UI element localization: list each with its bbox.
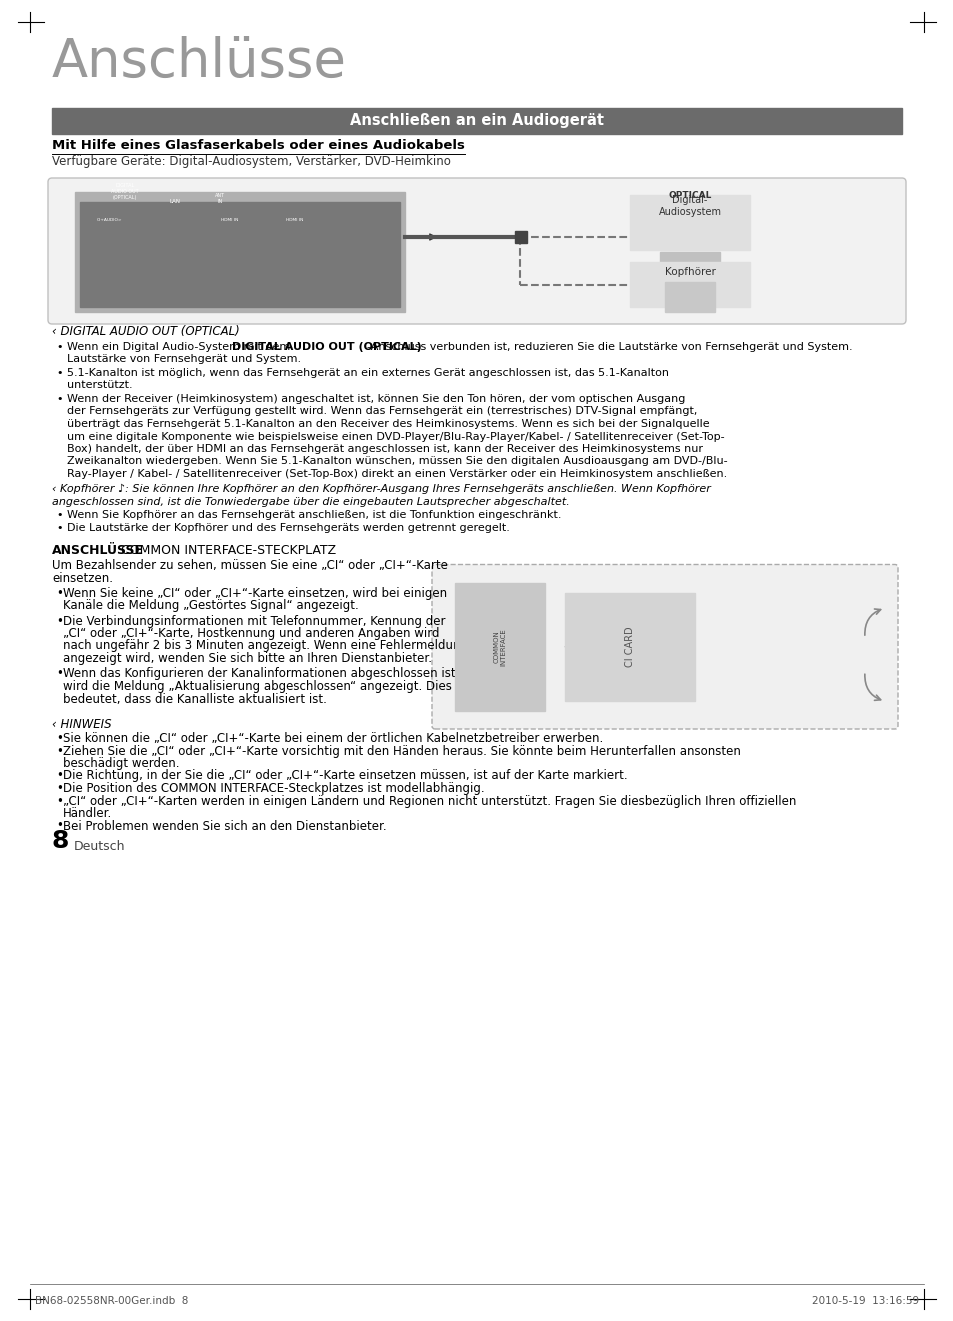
Text: -Anschluss verbunden ist, reduzieren Sie die Lautstärke von Fernsehgerät und Sys: -Anschluss verbunden ist, reduzieren Sie… [367, 342, 852, 351]
Text: DIGITAL
AUDIO OUT
(OPTICAL): DIGITAL AUDIO OUT (OPTICAL) [112, 184, 139, 199]
FancyBboxPatch shape [432, 564, 897, 729]
Text: wird die Meldung „Aktualisierung abgeschlossen“ angezeigt. Dies: wird die Meldung „Aktualisierung abgesch… [63, 680, 452, 694]
Text: nach ungefähr 2 bis 3 Minuten angezeigt. Wenn eine Fehlermeldung: nach ungefähr 2 bis 3 Minuten angezeigt.… [63, 639, 468, 653]
Text: „CI“ oder „CI+“-Karte, Hostkennung und anderen Angaben wird: „CI“ oder „CI+“-Karte, Hostkennung und a… [63, 627, 439, 639]
Text: Lautstärke von Fernsehgerät und System.: Lautstärke von Fernsehgerät und System. [67, 354, 301, 365]
Bar [455, 583, 544, 711]
Text: Bei Problemen wenden Sie sich an den Dienstanbieter.: Bei Problemen wenden Sie sich an den Die… [63, 819, 386, 832]
Text: •: • [56, 394, 63, 404]
Text: 2010-5-19  13:16:59: 2010-5-19 13:16:59 [811, 1296, 918, 1306]
Text: 8: 8 [52, 830, 70, 853]
Text: Wenn das Konfigurieren der Kanalinformationen abgeschlossen ist,: Wenn das Konfigurieren der Kanalinformat… [63, 667, 459, 680]
Text: Anschlüsse: Anschlüsse [52, 36, 347, 89]
Text: beschädigt werden.: beschädigt werden. [63, 757, 179, 770]
Text: unterstützt.: unterstützt. [67, 380, 132, 391]
Text: COMMON INTERFACE-STECKPLATZ: COMMON INTERFACE-STECKPLATZ [117, 544, 335, 557]
Bar [75, 192, 405, 312]
Text: Kopfhörer: Kopfhörer [664, 267, 715, 277]
Text: Wenn Sie keine „CI“ oder „CI+“-Karte einsetzen, wird bei einigen: Wenn Sie keine „CI“ oder „CI+“-Karte ein… [63, 587, 447, 600]
Text: CI+AUDIO>: CI+AUDIO> [97, 218, 123, 222]
Bar [659, 252, 720, 268]
Text: •: • [56, 614, 63, 627]
Text: der Fernsehgeräts zur Verfügung gestellt wird. Wenn das Fernsehgerät ein (terres: der Fernsehgeräts zur Verfügung gestellt… [67, 407, 697, 416]
Text: HDMI IN: HDMI IN [286, 218, 303, 222]
Bar [629, 196, 749, 250]
Text: Die Lautstärke der Kopfhörer und des Fernsehgeräts werden getrennt geregelt.: Die Lautstärke der Kopfhörer und des Fer… [67, 523, 509, 532]
Text: BN68-02558NR-00Ger.indb  8: BN68-02558NR-00Ger.indb 8 [35, 1296, 188, 1306]
Text: ANT
IN: ANT IN [214, 193, 225, 203]
Text: •: • [56, 782, 63, 795]
Text: Die Verbindungsinformationen mit Telefonnummer, Kennung der: Die Verbindungsinformationen mit Telefon… [63, 614, 445, 627]
Text: •: • [56, 732, 63, 745]
Text: angeschlossen sind, ist die Tonwiedergabe über die eingebauten Lautsprecher abge: angeschlossen sind, ist die Tonwiedergab… [52, 497, 569, 507]
Text: Ziehen Sie die „CI“ oder „CI+“-Karte vorsichtig mit den Händen heraus. Sie könnt: Ziehen Sie die „CI“ oder „CI+“-Karte vor… [63, 745, 740, 757]
Text: Deutsch: Deutsch [74, 840, 126, 853]
Text: Anschließen an ein Audiogerät: Anschließen an ein Audiogerät [350, 114, 603, 128]
Text: •: • [56, 794, 63, 807]
Text: Mit Hilfe eines Glasfaserkabels oder eines Audiokabels: Mit Hilfe eines Glasfaserkabels oder ein… [52, 139, 464, 152]
Text: Wenn der Receiver (Heimkinosystem) angeschaltet ist, können Sie den Ton hören, d: Wenn der Receiver (Heimkinosystem) anges… [67, 394, 684, 404]
Text: •: • [56, 745, 63, 757]
Text: Zweikanalton wiedergeben. Wenn Sie 5.1-Kanalton wünschen, müssen Sie den digital: Zweikanalton wiedergeben. Wenn Sie 5.1-K… [67, 457, 727, 466]
Bar [564, 593, 695, 701]
Text: Sie können die „CI“ oder „CI+“-Karte bei einem der örtlichen Kabelnetzbetreiber : Sie können die „CI“ oder „CI+“-Karte bei… [63, 732, 602, 745]
Text: CI CARD: CI CARD [624, 626, 635, 667]
Text: COMMON
INTERFACE: COMMON INTERFACE [493, 627, 506, 666]
Text: •: • [56, 342, 63, 351]
Text: •: • [56, 819, 63, 832]
Text: bedeutet, dass die Kanalliste aktualisiert ist.: bedeutet, dass die Kanalliste aktualisie… [63, 692, 327, 705]
Text: •: • [56, 369, 63, 378]
Text: ‹ HINWEIS: ‹ HINWEIS [52, 719, 112, 731]
Text: Box) handelt, der über HDMI an das Fernsehgerät angeschlossen ist, kann der Rece: Box) handelt, der über HDMI an das Ferns… [67, 444, 702, 454]
Bar [80, 202, 399, 306]
Text: Die Richtung, in der Sie die „CI“ oder „CI+“-Karte einsetzen müssen, ist auf der: Die Richtung, in der Sie die „CI“ oder „… [63, 770, 627, 782]
Text: Ray-Player / Kabel- / Satellitenreceiver (Set-Top-Box) direkt an einen Verstärke: Ray-Player / Kabel- / Satellitenreceiver… [67, 469, 726, 480]
Text: •: • [56, 770, 63, 782]
Bar [515, 231, 526, 243]
Text: Digital-
Audiosystem: Digital- Audiosystem [658, 194, 720, 217]
Bar [629, 262, 749, 306]
Text: überträgt das Fernsehgerät 5.1-Kanalton an den Receiver des Heimkinosystems. Wen: überträgt das Fernsehgerät 5.1-Kanalton … [67, 419, 709, 429]
Text: DIGITAL AUDIO OUT (OPTICAL): DIGITAL AUDIO OUT (OPTICAL) [233, 342, 421, 351]
Text: LAN: LAN [170, 199, 180, 203]
Text: ‹ DIGITAL AUDIO OUT (OPTICAL): ‹ DIGITAL AUDIO OUT (OPTICAL) [52, 325, 239, 338]
Text: „CI“ oder „CI+“-Karten werden in einigen Ländern und Regionen nicht unterstützt.: „CI“ oder „CI+“-Karten werden in einigen… [63, 794, 796, 807]
Text: Verfügbare Geräte: Digital-Audiosystem, Verstärker, DVD-Heimkino: Verfügbare Geräte: Digital-Audiosystem, … [52, 155, 451, 168]
Text: •: • [56, 510, 63, 520]
Text: Die Position des COMMON INTERFACE-Steckplatzes ist modellabhängig.: Die Position des COMMON INTERFACE-Steckp… [63, 782, 484, 795]
Text: Um Bezahlsender zu sehen, müssen Sie eine „CI“ oder „CI+“-Karte: Um Bezahlsender zu sehen, müssen Sie ein… [52, 560, 447, 572]
Text: ‹ Kopfhörer ♪: Sie können Ihre Kopfhörer an den Kopfhörer-Ausgang Ihres Fernsehg: ‹ Kopfhörer ♪: Sie können Ihre Kopfhörer… [52, 485, 710, 494]
Text: Händler.: Händler. [63, 807, 112, 820]
Text: •: • [56, 523, 63, 532]
Text: •: • [56, 587, 63, 600]
FancyBboxPatch shape [48, 178, 905, 324]
Bar [52, 108, 901, 133]
Text: angezeigt wird, wenden Sie sich bitte an Ihren Dienstanbieter.: angezeigt wird, wenden Sie sich bitte an… [63, 653, 432, 664]
Text: einsetzen.: einsetzen. [52, 572, 112, 585]
Text: Wenn ein Digital Audio-System mit dem: Wenn ein Digital Audio-System mit dem [67, 342, 294, 351]
Text: ANSCHLÜSSE: ANSCHLÜSSE [52, 544, 144, 557]
Text: Wenn Sie Kopfhörer an das Fernsehgerät anschließen, ist die Tonfunktion eingesch: Wenn Sie Kopfhörer an das Fernsehgerät a… [67, 510, 561, 520]
Text: OPTICAL: OPTICAL [668, 192, 711, 199]
Text: •: • [56, 667, 63, 680]
Text: um eine digitale Komponente wie beispielsweise einen DVD-Player/Blu-Ray-Player/K: um eine digitale Komponente wie beispiel… [67, 432, 724, 441]
Text: Kanäle die Meldung „Gestörtes Signal“ angezeigt.: Kanäle die Meldung „Gestörtes Signal“ an… [63, 598, 358, 612]
Text: 5.1-Kanalton ist möglich, wenn das Fernsehgerät an ein externes Gerät angeschlos: 5.1-Kanalton ist möglich, wenn das Ferns… [67, 369, 668, 378]
Bar [664, 281, 714, 312]
Text: HDMI IN: HDMI IN [221, 218, 238, 222]
